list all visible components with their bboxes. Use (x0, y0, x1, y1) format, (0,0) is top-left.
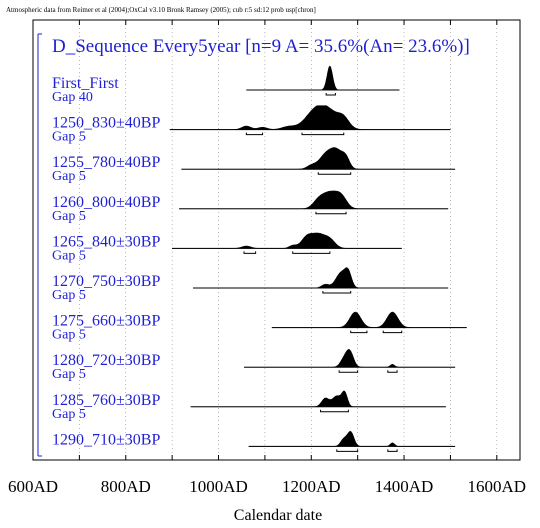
posterior-distribution (172, 232, 402, 249)
plot-frame (32, 19, 521, 461)
x-tick-label: 1000AD (189, 477, 248, 496)
row-label: 1290_710±30BP (52, 431, 160, 448)
posterior-distribution (181, 147, 456, 170)
posterior-distribution (244, 349, 456, 368)
x-tick-label: 600AD (8, 477, 58, 496)
hpd-range-bracket (243, 251, 257, 254)
x-tick-label: 1400AD (375, 477, 434, 496)
hpd-range-bracket (387, 370, 398, 373)
row-label: 1285_760±30BP (52, 392, 160, 409)
hpd-range-bracket (350, 330, 368, 334)
row-label: 1260_800±40BP (52, 194, 160, 211)
hpd-range-bracket (387, 449, 398, 452)
hpd-range-bracket (301, 132, 345, 136)
posterior-distribution (190, 390, 446, 408)
row-label: First_First (52, 75, 119, 92)
hpd-range-bracket (322, 291, 352, 294)
data-credit: Atmospheric data from Reimer et al (2004… (6, 6, 316, 14)
x-tick-label: 1600AD (468, 477, 527, 496)
x-axis-ticks: 600AD 800AD 1000AD 1200AD 1400AD 1600AD (8, 20, 526, 496)
hpd-range-bracket (317, 172, 352, 175)
posterior-distribution (248, 430, 456, 447)
posterior-distribution (246, 65, 400, 91)
sequence-row: 1290_710±30BP (52, 430, 456, 452)
row-gap-label: Gap 40 (52, 90, 93, 105)
row-label: 1250_830±40BP (52, 115, 160, 132)
x-axis-label: Calendar date (234, 507, 322, 524)
row-gap-label: Gap 5 (52, 367, 86, 382)
posterior-distribution (179, 190, 449, 210)
chart-title: D_Sequence Every5year [n=9 A= 35.6%(An= … (52, 36, 470, 57)
row-label: 1255_780±40BP (52, 154, 160, 171)
x-tick-label: 1200AD (282, 477, 341, 496)
row-label: 1270_750±30BP (52, 273, 160, 290)
row-gap-label: Gap 5 (52, 130, 86, 145)
hpd-range-bracket (315, 211, 347, 215)
row-gap-label: Gap 5 (52, 328, 86, 343)
posterior-distribution (271, 311, 467, 328)
hpd-range-bracket (245, 132, 264, 136)
hpd-range-bracket (338, 370, 359, 373)
row-label: 1280_720±30BP (52, 352, 160, 369)
row-gap-label: Gap 5 (52, 169, 86, 184)
hpd-range-bracket (382, 330, 403, 334)
row-gap-label: Gap 5 (52, 209, 86, 224)
hpd-range-bracket (292, 251, 331, 254)
x-tick-label: 800AD (101, 477, 151, 496)
row-gap-label: Gap 5 (52, 288, 86, 303)
row-label: 1275_660±30BP (52, 313, 160, 330)
hpd-range-bracket (320, 409, 349, 413)
hpd-range-bracket (336, 449, 359, 452)
row-gap-label: Gap 5 (52, 407, 86, 422)
posterior-distribution (193, 267, 449, 289)
hpd-range-bracket (325, 93, 336, 96)
posterior-distribution (169, 105, 451, 130)
row-gap-label: Gap 5 (52, 248, 86, 263)
row-label: 1265_840±30BP (52, 233, 160, 250)
